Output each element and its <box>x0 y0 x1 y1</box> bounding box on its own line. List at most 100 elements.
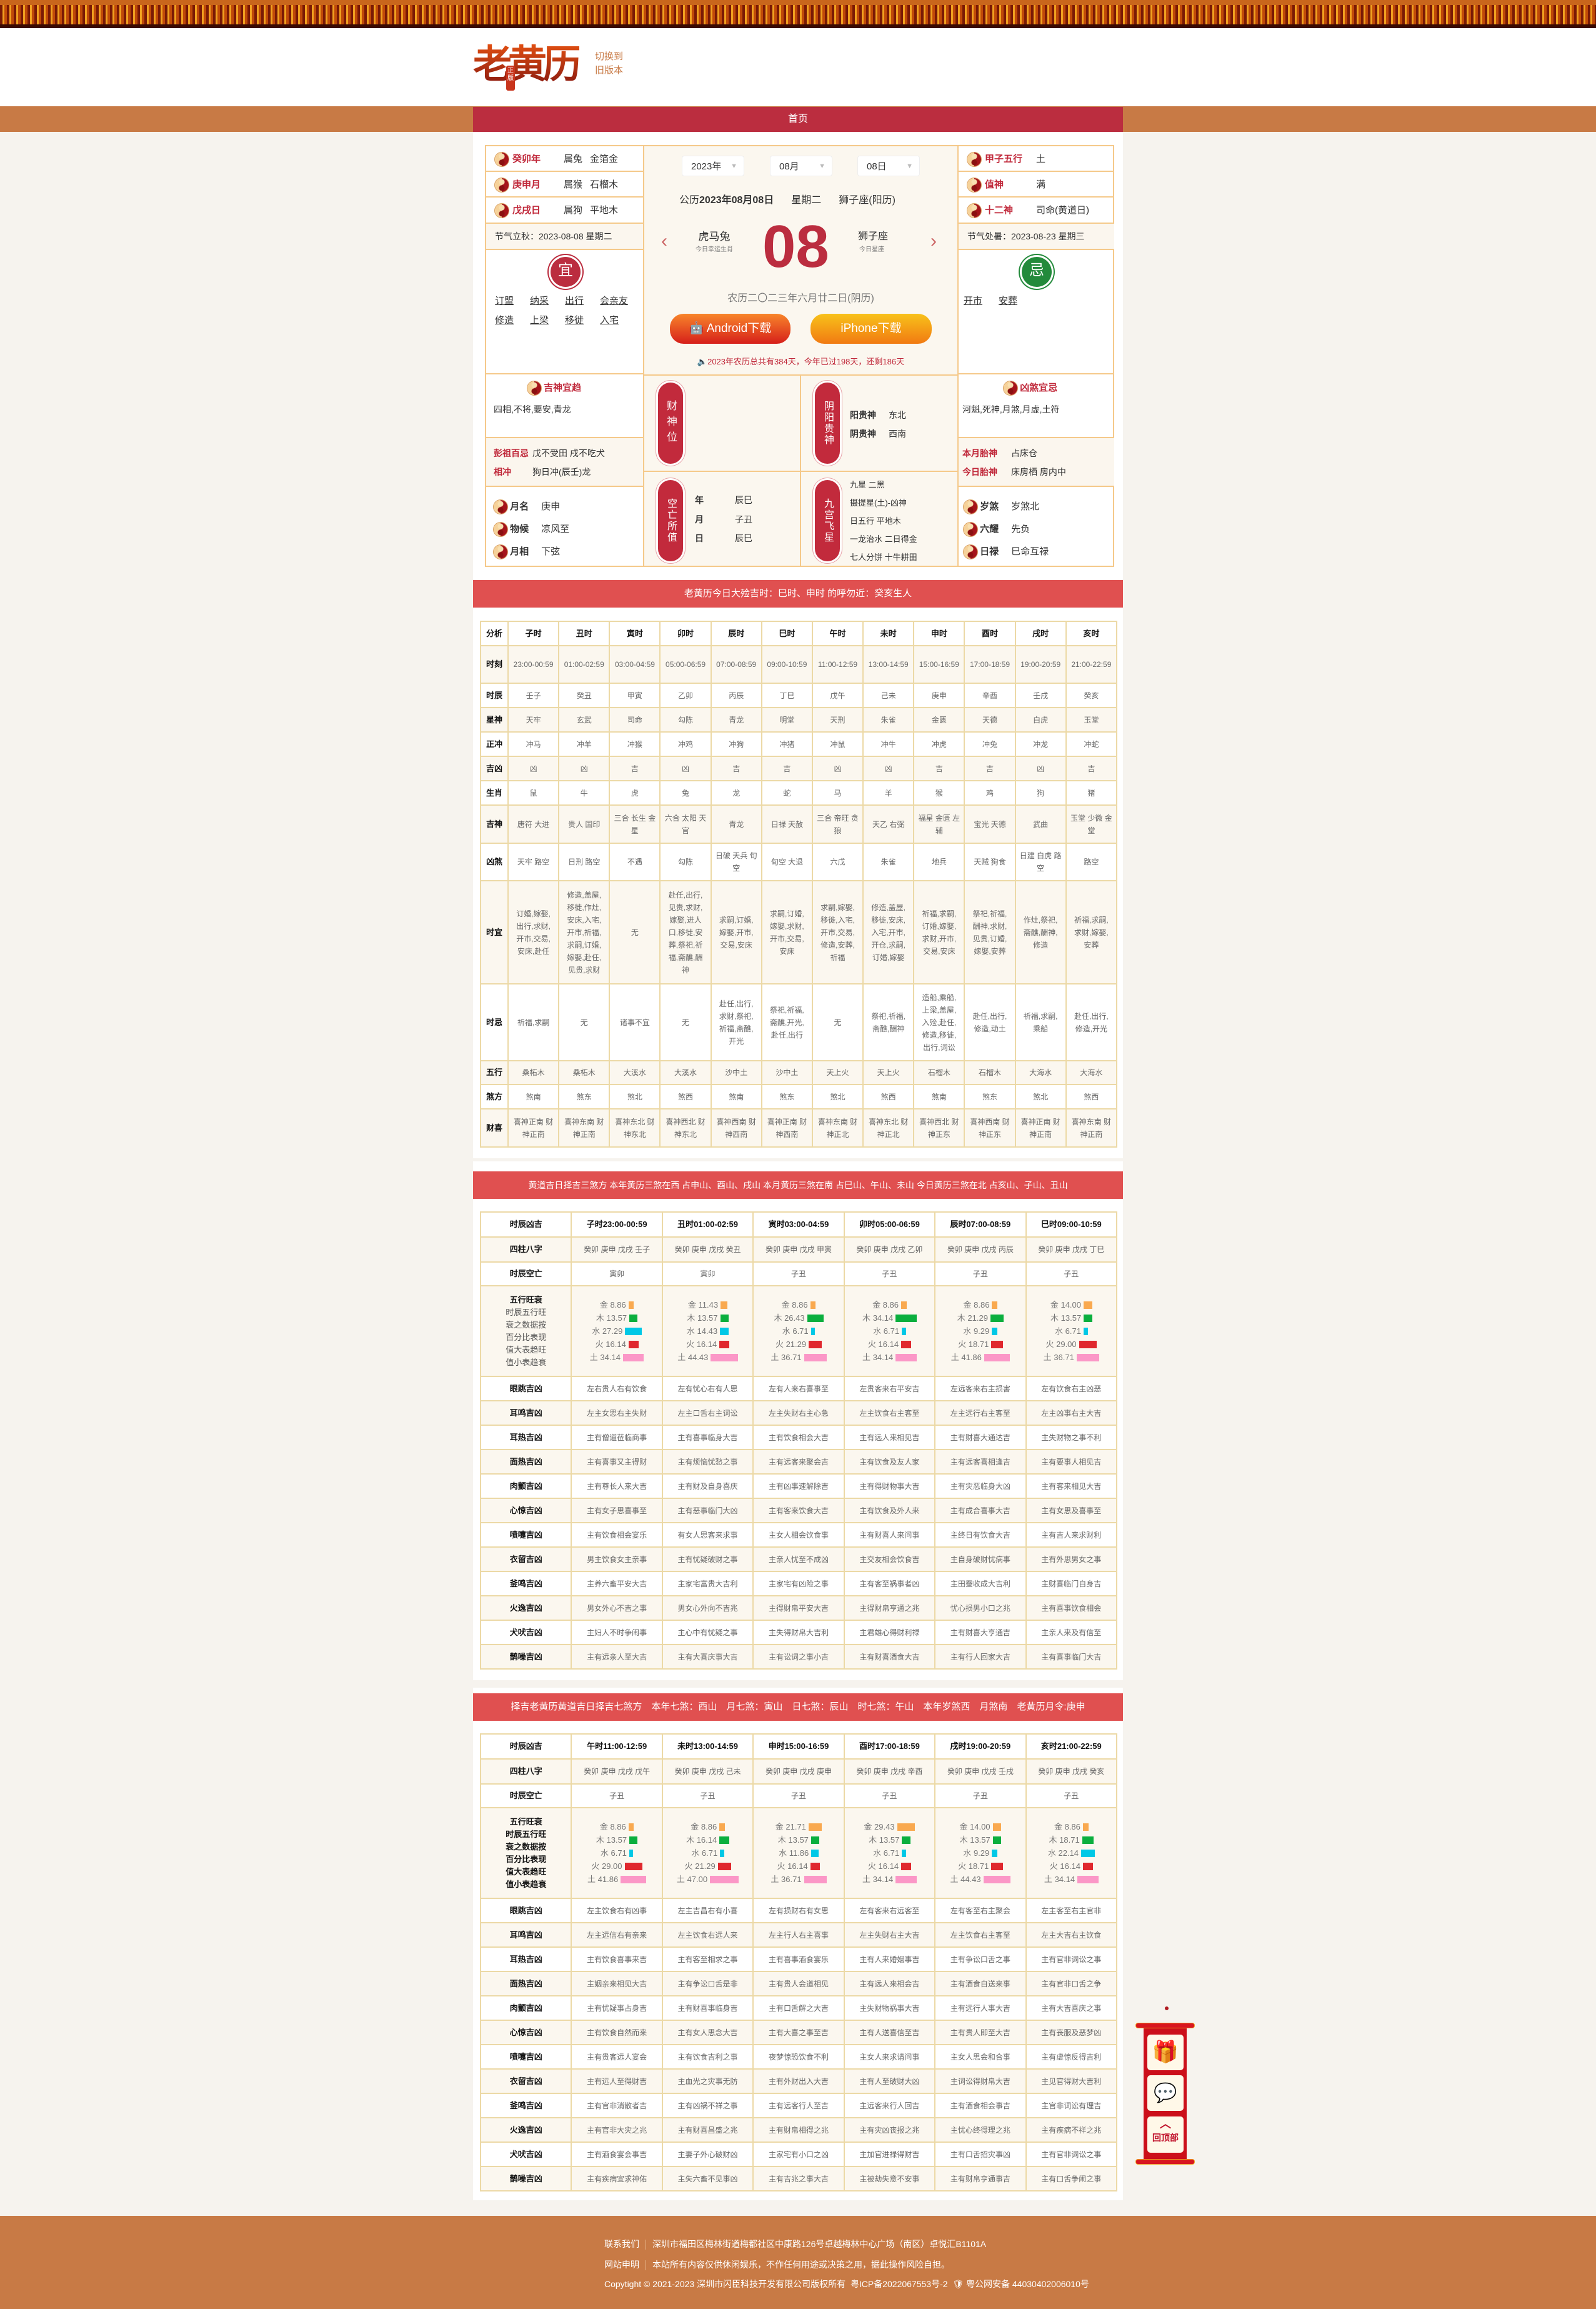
table-cell: 白虎 <box>1014 707 1067 733</box>
table-cell: 未时 <box>862 621 915 646</box>
yi-item[interactable]: 纳采 <box>530 296 549 306</box>
wuxing-item: 水 6.71 <box>1029 1325 1114 1338</box>
table-cell: 主有大喜庆事大吉 <box>661 1644 754 1670</box>
table-cell: 煞西 <box>862 1084 915 1109</box>
element-value: 16.14 <box>606 1339 626 1349</box>
android-download-button[interactable]: 🤖 Android下载 <box>670 314 791 344</box>
element-name: 金 <box>959 1821 968 1831</box>
element-name: 土 <box>862 1352 871 1362</box>
table-cell: 主亲人来及有信至 <box>1025 1620 1118 1645</box>
iphone-download-button[interactable]: iPhone下载 <box>810 314 932 344</box>
element-bar <box>1082 1823 1089 1831</box>
table-cell: 喜神正南 财神西南 <box>761 1108 813 1148</box>
element-value: 36.71 <box>781 1874 802 1884</box>
wechat-icon[interactable]: 💬 <box>1147 2075 1184 2111</box>
element-value: 21.29 <box>967 1313 988 1323</box>
yin-yang-icon <box>527 381 541 396</box>
table-cell: 主有争讼口舌是非 <box>661 1971 754 1996</box>
police-record-link[interactable]: 粤公网安备 44030402006010号 <box>965 2279 1089 2289</box>
element-name: 水 <box>873 1326 882 1336</box>
table-cell: 男女心外向不吉兆 <box>661 1595 754 1621</box>
wuxing-row: 五行旺衰 时辰五行旺衰之数据按百分比表现值大表趋旺值小表趋衰金 8.86 木 13.… <box>479 1807 1118 1899</box>
table-row: 时忌 祈福,求嗣无诸事不宜无赴任,出行,求财,祭祀,祈福,斋醮,开光 祭祀,祈福,斋… <box>480 983 1118 1061</box>
table-cell: 勾陈 <box>659 843 712 881</box>
table-cell: 左主口舌右主词讼 <box>661 1400 754 1426</box>
element-name: 金 <box>775 1821 784 1831</box>
table-row: 肉颤吉凶 主有忧疑事占身吉 主有财喜事临身吉 主有口舌解之大吉 主失财物祸事大吉 主有远行… <box>479 1995 1118 2021</box>
table-cell: 癸卯 庚申 戊戌 甲寅 <box>752 1236 845 1263</box>
element-value: 34.14 <box>872 1313 894 1323</box>
element-value: 13.57 <box>606 1835 627 1845</box>
element-value: 41.86 <box>961 1352 982 1362</box>
table-row: 时辰凶吉 子时23:00-00:59 丑时01:00-02:59 寅时03:00-04… <box>479 1211 1118 1238</box>
yi-item[interactable]: 修造 <box>495 315 514 326</box>
yi-item[interactable]: 订盟 <box>495 296 514 306</box>
element-name: 土 <box>771 1352 779 1362</box>
table-row: 时刻 23:00-00:59 01:00-02:59 03:00-04:59 05:00… <box>480 645 1118 684</box>
table-cell: 左主吉昌右有小喜 <box>661 1898 754 1923</box>
wuxing-item: 土 36.71 <box>1029 1351 1114 1364</box>
yi-item[interactable]: 会亲友 <box>600 296 629 306</box>
ji-item[interactable]: 开市 <box>964 296 983 306</box>
row-label: 喷嚏吉凶 <box>479 1522 572 1548</box>
month-select[interactable]: 08月 ▼ <box>770 156 832 176</box>
table-cell: 主家宅有凶险之事 <box>752 1571 845 1596</box>
yi-item[interactable]: 上梁 <box>530 315 549 326</box>
element-bar <box>629 1849 634 1857</box>
ji-item[interactable]: 安葬 <box>999 296 1018 306</box>
table-cell: 戌时19:00-20:59 <box>934 1733 1027 1760</box>
row-label: 四柱八字 <box>479 1236 572 1263</box>
treasure-chest-icon[interactable]: 🎁 <box>1147 2035 1184 2070</box>
table-cell: 凶 <box>659 756 712 781</box>
icp-link[interactable]: 粤ICP备2022067553号-2 <box>850 2279 948 2289</box>
table-row: 时辰 壬子 癸丑 甲寅 乙卯 丙辰 丁巳 戊午 己未 庚申 辛酉 壬戌 癸亥 <box>480 683 1118 708</box>
switch-old-version-link[interactable]: 切换到 旧版本 <box>595 50 632 78</box>
table-cell: 主有人送喜信至吉 <box>843 2020 936 2045</box>
table-cell: 主有忧疑破财之事 <box>661 1546 754 1572</box>
table-cell: 玄武 <box>558 707 611 733</box>
element-name: 金 <box>781 1300 790 1310</box>
table-cell: 主亲人忧至不成凶 <box>752 1546 845 1572</box>
nav-home[interactable]: 首页 <box>473 107 1123 132</box>
prev-day-arrow-icon[interactable]: ‹ <box>661 231 667 251</box>
element-bar <box>895 1314 917 1322</box>
wuxing-item: 土 41.86 <box>937 1351 1023 1364</box>
table-cell: 左主远信右有亲来 <box>571 1922 663 1948</box>
table-cell: 吉 <box>761 756 813 781</box>
element-value: 16.14 <box>878 1339 899 1349</box>
sui-info: 岁煞 岁煞北 六耀 先负 日禄 巳命互禄 <box>959 487 1114 566</box>
wuxing-item: 火 21.29 <box>665 1860 751 1873</box>
table-row: 衣留吉凶 主有远人至得财吉 主血光之灾事无防 主有外财出入大吉 主有人至破财大凶 主词讼得… <box>479 2068 1118 2094</box>
element-name: 水 <box>782 1326 791 1336</box>
back-to-top-button[interactable]: ︿ 回顶部 <box>1147 2116 1184 2153</box>
twelve-gods: 十二神 司命(黄道日) <box>967 198 1097 223</box>
table-cell: 辛酉 <box>964 683 1016 708</box>
yi-item[interactable]: 移徙 <box>565 315 584 326</box>
element-bar <box>625 1327 642 1335</box>
table-cell: 主有口舌解之大吉 <box>752 1995 845 2021</box>
element-bar <box>808 1823 822 1831</box>
element-bar <box>1084 1301 1092 1309</box>
table-cell: 左主女思右主失财 <box>571 1400 663 1426</box>
table-cell: 戊午 <box>811 683 864 708</box>
site-logo[interactable]: 老黄历 <box>473 36 582 93</box>
yi-item[interactable]: 出行 <box>565 296 584 306</box>
next-day-arrow-icon[interactable]: › <box>930 231 937 251</box>
table-cell: 忧心损男小口之兆 <box>934 1595 1027 1621</box>
row-label: 心惊吉凶 <box>479 2020 572 2045</box>
yi-item[interactable]: 入宅 <box>600 315 619 326</box>
row-label: 五行 <box>480 1060 509 1085</box>
table-cell: 求嗣,嫁娶,移徙,入宅,开市,交易,修造,安葬,祈福 <box>811 880 864 984</box>
table-cell: 朱雀 <box>862 843 915 881</box>
element-name: 火 <box>684 1861 693 1871</box>
table-cell: 主有丧服及恶梦凶 <box>1025 2020 1118 2045</box>
table-cell: 子丑 <box>571 1783 663 1808</box>
table-cell: 诸事不宜 <box>609 983 661 1061</box>
table-cell: 主有烦恼忧愁之事 <box>661 1449 754 1475</box>
element-bar <box>810 1862 820 1870</box>
table-cell: 冲狗 <box>710 731 762 757</box>
wuxing-item: 水 22.14 <box>1029 1846 1114 1860</box>
year-select[interactable]: 2023年 ▼ <box>682 156 744 176</box>
table-cell: 凶 <box>507 756 560 781</box>
day-select[interactable]: 08日 ▼ <box>857 156 920 176</box>
